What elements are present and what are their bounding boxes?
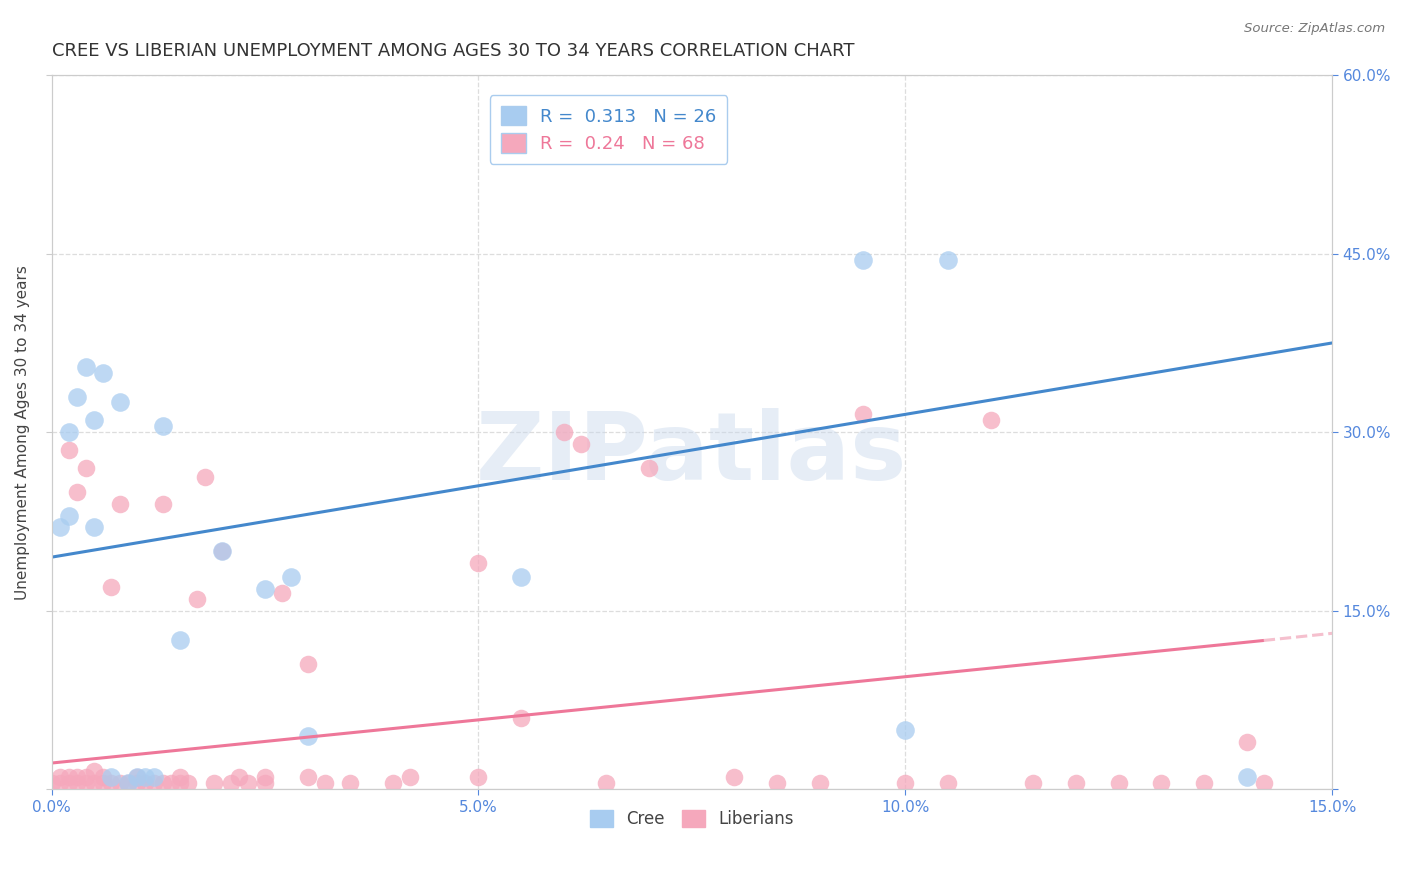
Point [117,776,139,790]
Point [75,461,97,475]
Y-axis label: Unemployment Among Ages 30 to 34 years: Unemployment Among Ages 30 to 34 years [15,265,30,599]
Point [339,776,361,790]
Point [143,776,166,790]
Point [186,591,208,606]
Point [202,776,225,790]
Point [936,252,959,267]
Point [253,582,276,597]
Point [851,408,873,422]
Point [75,359,97,374]
Point [108,776,131,790]
Point [851,252,873,267]
Point [83,776,105,790]
Point [253,776,276,790]
Point [83,413,105,427]
Point [66,390,89,404]
Point [808,776,831,790]
Point [1022,776,1045,790]
Point [553,139,575,153]
Point [1108,776,1130,790]
Point [553,425,575,440]
Point [125,770,148,784]
Point [271,586,294,600]
Point [58,443,80,458]
Point [1192,776,1215,790]
Point [41,776,63,790]
Point [83,764,105,779]
Point [194,470,217,484]
Point [91,366,114,380]
Point [1236,734,1258,748]
Point [936,776,959,790]
Point [211,544,233,558]
Point [219,776,242,790]
Point [253,770,276,784]
Point [894,776,917,790]
Point [58,776,80,790]
Point [143,770,166,784]
Point [125,776,148,790]
Point [1253,776,1275,790]
Point [228,770,250,784]
Point [169,776,191,790]
Point [152,776,174,790]
Point [399,770,422,784]
Point [125,770,148,784]
Point [177,776,200,790]
Point [134,776,156,790]
Text: ZIPatlas: ZIPatlas [477,408,907,500]
Point [75,776,97,790]
Point [160,776,183,790]
Point [280,570,302,584]
Text: Source: ZipAtlas.com: Source: ZipAtlas.com [1244,22,1385,36]
Point [169,633,191,648]
Point [467,770,489,784]
Point [236,776,259,790]
Point [894,723,917,737]
Point [510,711,533,725]
Point [1236,770,1258,784]
Point [980,413,1002,427]
Point [91,776,114,790]
Point [211,544,233,558]
Point [297,770,319,784]
Point [766,776,789,790]
Point [467,556,489,570]
Point [638,461,661,475]
Point [75,770,97,784]
Point [314,776,336,790]
Point [91,770,114,784]
Point [1150,776,1173,790]
Point [58,508,80,523]
Point [49,770,72,784]
Point [49,520,72,534]
Point [134,770,156,784]
Point [595,776,617,790]
Point [83,520,105,534]
Point [100,770,122,784]
Point [297,729,319,743]
Legend: Cree, Liberians: Cree, Liberians [583,803,800,834]
Point [66,770,89,784]
Point [117,776,139,790]
Point [58,425,80,440]
Text: CREE VS LIBERIAN UNEMPLOYMENT AMONG AGES 30 TO 34 YEARS CORRELATION CHART: CREE VS LIBERIAN UNEMPLOYMENT AMONG AGES… [52,42,853,60]
Point [100,580,122,594]
Point [569,437,592,451]
Point [169,770,191,784]
Point [58,770,80,784]
Point [108,395,131,409]
Point [66,776,89,790]
Point [66,484,89,499]
Point [108,497,131,511]
Point [510,570,533,584]
Point [297,657,319,672]
Point [382,776,405,790]
Point [152,419,174,434]
Point [723,770,745,784]
Point [152,497,174,511]
Point [100,776,122,790]
Point [49,776,72,790]
Point [1064,776,1087,790]
